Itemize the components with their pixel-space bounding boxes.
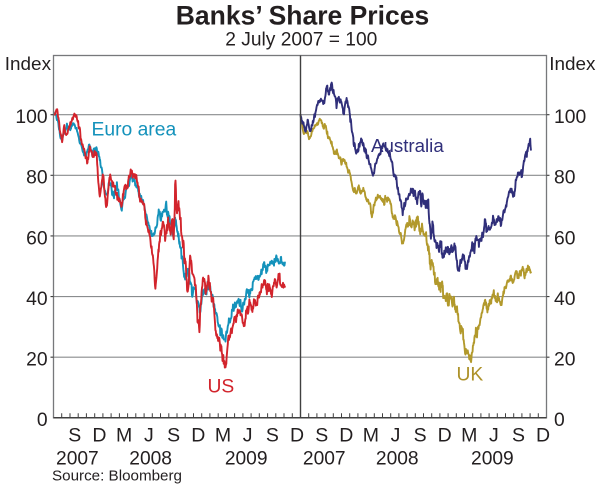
svg-text:Australia: Australia: [371, 135, 444, 156]
svg-text:UK: UK: [457, 364, 484, 385]
svg-text:0: 0: [554, 410, 565, 431]
svg-text:S: S: [512, 425, 525, 447]
svg-text:M: M: [116, 425, 132, 447]
svg-text:40: 40: [26, 289, 47, 310]
svg-text:S: S: [266, 425, 279, 447]
svg-text:2007: 2007: [56, 448, 99, 469]
svg-text:2009: 2009: [471, 448, 514, 469]
svg-text:40: 40: [554, 289, 575, 310]
svg-text:100: 100: [554, 107, 586, 128]
svg-text:Banks’ Share Prices: Banks’ Share Prices: [176, 1, 429, 31]
svg-text:J: J: [489, 425, 499, 447]
svg-text:20: 20: [26, 350, 47, 371]
svg-text:60: 60: [554, 228, 575, 249]
svg-text:J: J: [391, 425, 401, 447]
svg-text:2009: 2009: [225, 448, 268, 469]
svg-text:80: 80: [554, 168, 575, 189]
svg-text:100: 100: [15, 107, 47, 128]
svg-text:2007: 2007: [303, 448, 346, 469]
svg-text:D: D: [191, 425, 205, 447]
svg-text:Euro area: Euro area: [92, 119, 177, 140]
svg-text:S: S: [68, 425, 81, 447]
svg-text:D: D: [438, 425, 452, 447]
svg-text:Source: Bloomberg: Source: Bloomberg: [52, 467, 182, 484]
svg-text:S: S: [414, 425, 427, 447]
svg-text:D: D: [339, 425, 353, 447]
svg-text:D: D: [92, 425, 106, 447]
svg-text:0: 0: [37, 410, 48, 431]
svg-text:20: 20: [554, 350, 575, 371]
svg-text:2 July 2007 = 100: 2 July 2007 = 100: [225, 30, 377, 51]
svg-text:D: D: [536, 425, 550, 447]
svg-text:J: J: [144, 425, 154, 447]
svg-text:US: US: [208, 376, 235, 397]
svg-text:M: M: [363, 425, 379, 447]
svg-text:S: S: [315, 425, 328, 447]
svg-text:D: D: [290, 425, 304, 447]
svg-text:J: J: [243, 425, 253, 447]
svg-text:60: 60: [26, 228, 47, 249]
svg-text:M: M: [461, 425, 477, 447]
svg-text:Index: Index: [549, 54, 596, 75]
svg-text:M: M: [215, 425, 231, 447]
svg-text:80: 80: [26, 168, 47, 189]
svg-text:2008: 2008: [129, 448, 172, 469]
svg-text:S: S: [167, 425, 180, 447]
svg-text:2008: 2008: [376, 448, 419, 469]
svg-text:Index: Index: [5, 54, 52, 75]
